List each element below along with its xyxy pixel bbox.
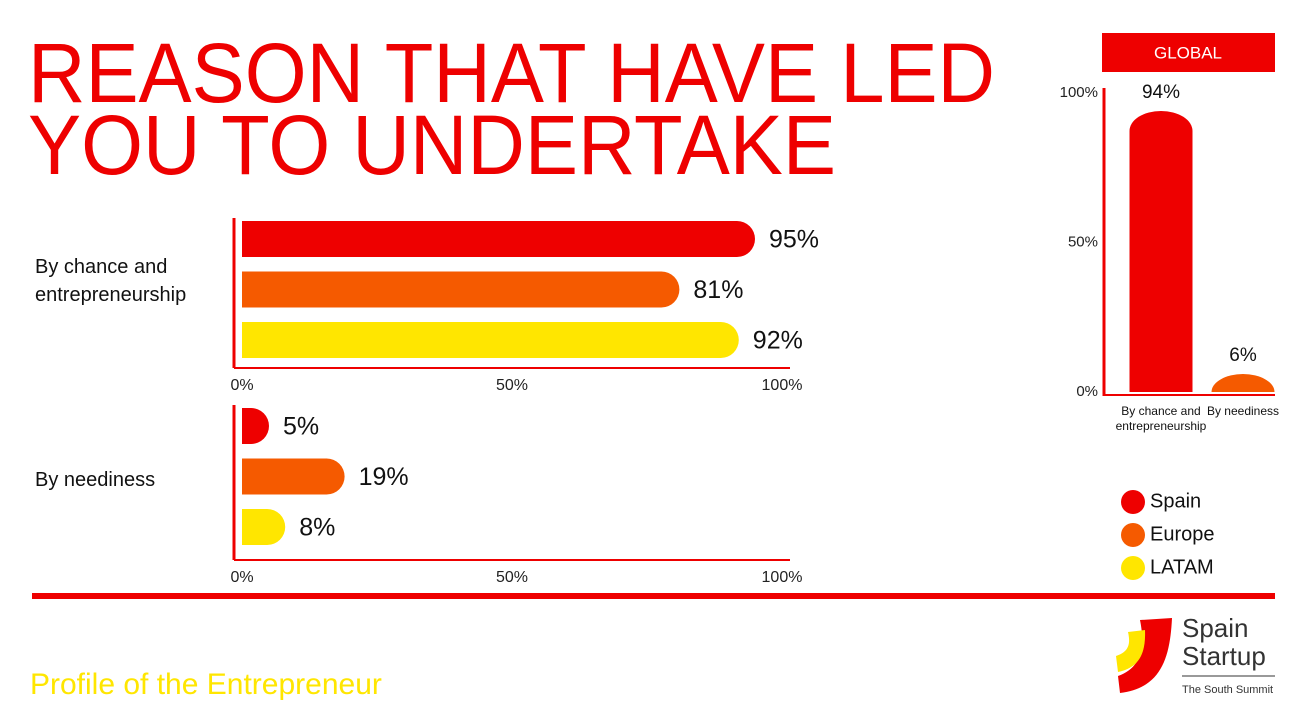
y-tick-label: 50% <box>1068 233 1098 250</box>
category-label: By neediness <box>35 469 156 491</box>
bar <box>242 458 345 495</box>
chart-title: GLOBAL <box>1154 43 1222 62</box>
separator <box>32 593 1275 599</box>
value-label: 8% <box>299 514 335 542</box>
logo-tagline: The South Summit <box>1182 684 1273 696</box>
title-line: YOU TO UNDERTAKE <box>28 98 836 192</box>
value-label: 19% <box>359 463 409 491</box>
x-tick-label: By chance and entrepreneurship <box>1115 404 1207 433</box>
value-label: 95% <box>769 226 819 254</box>
bar <box>242 221 755 257</box>
footer: Profile of the Entrepreneur <box>30 668 382 701</box>
logo: Spain Startup The South Summit <box>1116 613 1275 696</box>
legend-swatch <box>1121 490 1145 514</box>
x-tick-label: 100% <box>762 569 803 586</box>
value-label: 94% <box>1142 82 1180 103</box>
logo-text: Spain <box>1182 613 1249 643</box>
bar <box>242 271 680 308</box>
value-label: 5% <box>283 413 319 441</box>
value-label: 6% <box>1229 345 1257 366</box>
x-tick-label: 0% <box>230 569 253 586</box>
bar <box>1211 374 1275 392</box>
value-label: 92% <box>753 327 803 355</box>
header-box <box>1102 33 1275 72</box>
logo-text: Startup <box>1182 641 1266 671</box>
legend-swatch <box>1121 556 1145 580</box>
value-label: 81% <box>693 276 743 304</box>
x-tick-label: By neediness <box>1206 404 1280 418</box>
legend-label: Spain <box>1150 490 1201 512</box>
legend-label: Europe <box>1150 523 1215 545</box>
x-tick-label: 0% <box>230 377 253 394</box>
x-tick-label: 50% <box>496 377 528 394</box>
bar <box>1129 110 1193 393</box>
y-tick-label: 0% <box>1076 383 1098 400</box>
x-tick-label: 100% <box>762 377 803 394</box>
bar <box>242 322 739 358</box>
legend-swatch <box>1121 523 1145 547</box>
x-tick-label: 50% <box>496 569 528 586</box>
category-label: By chance and entrepreneurship <box>35 256 187 306</box>
bar <box>242 408 269 444</box>
title-line: REASON THAT HAVE LED <box>28 26 995 120</box>
legend-label: LATAM <box>1150 556 1214 578</box>
bar <box>242 509 286 545</box>
y-tick-label: 100% <box>1060 84 1098 101</box>
